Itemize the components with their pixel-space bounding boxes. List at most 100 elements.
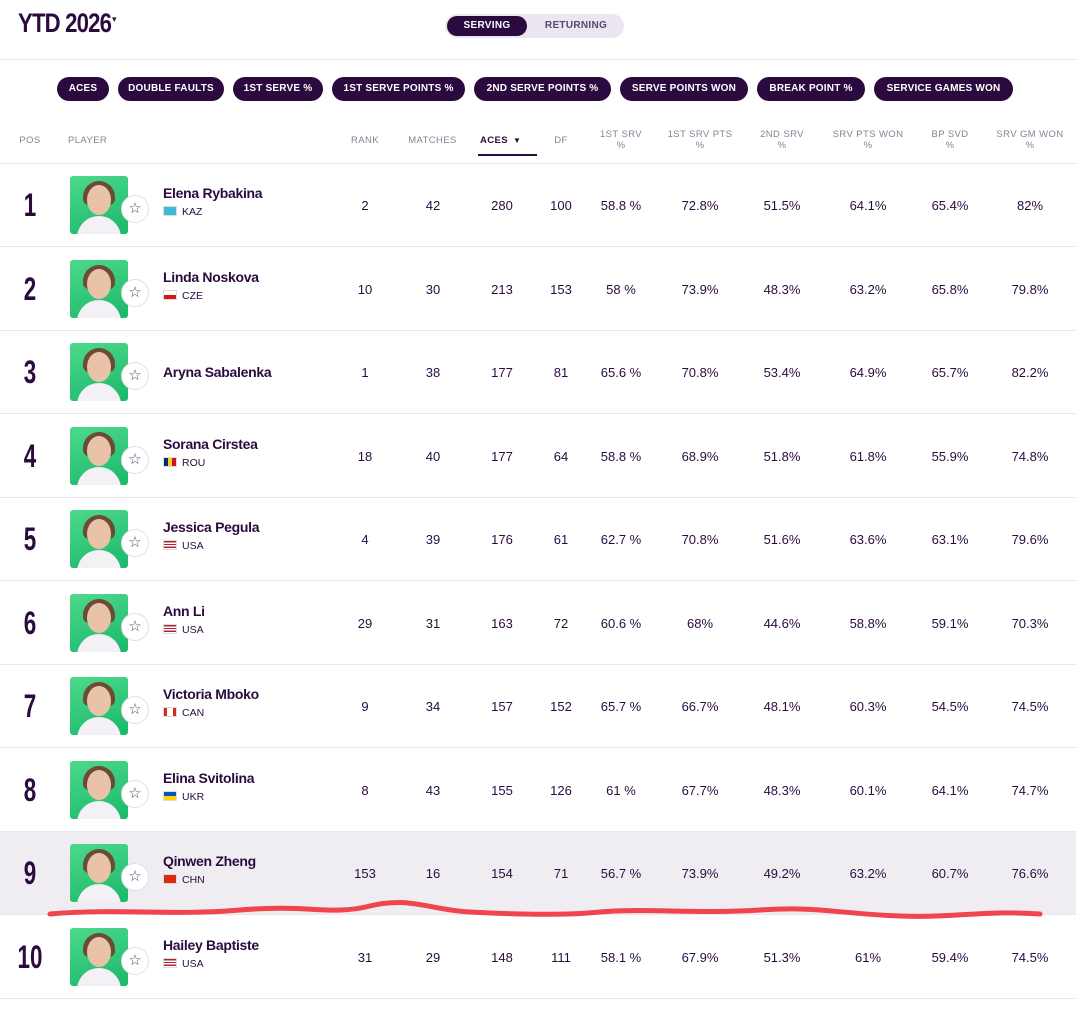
cell-df: 71 bbox=[553, 866, 569, 881]
cell-matches: 34 bbox=[425, 699, 441, 714]
cell-first-srv: 61 % bbox=[606, 782, 636, 798]
country-code: USA bbox=[182, 957, 204, 970]
chip-1st-serve[interactable]: 1ST SERVE % bbox=[233, 77, 323, 101]
cell-first-srv: 62.7 % bbox=[600, 532, 642, 547]
cell-second-srv: 44.6% bbox=[763, 615, 801, 631]
avatar[interactable] bbox=[70, 176, 128, 234]
player-name[interactable]: Aryna Sabalenka bbox=[163, 364, 272, 380]
player-country: UKR bbox=[163, 790, 204, 805]
col-1st-srv-pts[interactable]: 1ST SRV PTS% bbox=[655, 129, 745, 151]
avatar[interactable] bbox=[70, 844, 128, 902]
star-icon[interactable]: ☆ bbox=[121, 195, 149, 223]
cell-first-srv: 65.6 % bbox=[600, 365, 642, 380]
player-name[interactable]: Hailey Baptiste bbox=[163, 936, 259, 953]
cell-rank: 153 bbox=[354, 866, 376, 881]
player-name[interactable]: Victoria Mboko bbox=[163, 686, 259, 702]
cell-aces: 148 bbox=[491, 949, 513, 965]
cell-df: 100 bbox=[550, 198, 572, 213]
col-srv-pts-won-unit: % bbox=[863, 140, 873, 151]
star-icon[interactable]: ☆ bbox=[121, 696, 149, 724]
table-row[interactable]: 7 ☆ Victoria Mboko CAN 9 34 157 152 65.7 % 66.7% 4… bbox=[0, 665, 1076, 748]
cell-first-srv-pts: 73.9% bbox=[681, 281, 719, 297]
star-icon[interactable]: ☆ bbox=[121, 863, 149, 891]
chip-break-point[interactable]: BREAK POINT % bbox=[757, 77, 865, 101]
player-name[interactable]: Qinwen Zheng bbox=[163, 853, 256, 869]
col-df[interactable]: DF bbox=[554, 135, 568, 146]
cell-matches: 29 bbox=[425, 949, 441, 965]
cell-bp-svd: 59.1% bbox=[931, 615, 969, 631]
player-name[interactable]: Ann Li bbox=[163, 602, 205, 619]
col-srv-pts-won[interactable]: SRV PTS WON% bbox=[825, 129, 911, 151]
chip-double-faults[interactable]: DOUBLE FAULTS bbox=[118, 77, 224, 101]
player-name[interactable]: Linda Noskova bbox=[163, 268, 259, 285]
chip-aces[interactable]: ACES bbox=[57, 77, 109, 101]
avatar[interactable] bbox=[70, 343, 128, 401]
col-2nd-srv[interactable]: 2ND SRV% bbox=[745, 129, 819, 151]
cell-bp-svd: 60.7% bbox=[931, 866, 969, 881]
chip-2nd-serve-points[interactable]: 2ND SERVE POINTS % bbox=[474, 77, 611, 101]
avatar[interactable] bbox=[70, 259, 128, 318]
col-rank[interactable]: RANK bbox=[351, 135, 379, 146]
table-row[interactable]: 4 ☆ Sorana Cirstea ROU 18 40 177 64 58.8 % 68.9% 5… bbox=[0, 415, 1076, 498]
table-row[interactable]: 1 ☆ Elena Rybakina KAZ 2 42 280 100 58.8 % 72.8% 5… bbox=[0, 164, 1076, 247]
chip-1st-serve-points[interactable]: 1ST SERVE POINTS % bbox=[332, 77, 465, 101]
position-number: 1 bbox=[23, 187, 37, 223]
table-row[interactable]: 3 ☆ Aryna Sabalenka 1 38 177 81 65.6 % 70.8% 53.4… bbox=[0, 331, 1076, 414]
tab-serving[interactable]: SERVING bbox=[447, 16, 527, 36]
star-icon[interactable]: ☆ bbox=[121, 612, 149, 641]
player-name[interactable]: Elena Rybakina bbox=[163, 185, 263, 201]
col-1st-srv-unit: % bbox=[616, 140, 626, 151]
table-row[interactable]: 6 ☆ Ann Li USA 29 31 163 72 60.6 % 68% 44.6% 58.8% 5… bbox=[0, 582, 1076, 665]
chevron-down-icon[interactable]: ▾ bbox=[112, 14, 117, 24]
cell-srv-gm-won: 74.8% bbox=[1011, 448, 1049, 464]
chip-service-games-won[interactable]: SERVICE GAMES WON bbox=[874, 77, 1013, 101]
cell-matches: 16 bbox=[425, 866, 441, 881]
cell-first-srv: 58.8 % bbox=[600, 448, 642, 464]
table-row[interactable]: 9 ☆ Qinwen Zheng CHN 153 16 154 71 56.7 % 73.9% 49… bbox=[0, 832, 1076, 915]
avatar[interactable] bbox=[70, 760, 128, 819]
cell-matches: 42 bbox=[425, 198, 441, 213]
star-icon[interactable]: ☆ bbox=[121, 779, 149, 808]
avatar[interactable] bbox=[70, 927, 128, 986]
col-1st-srv-pts-label: 1ST SRV PTS bbox=[667, 129, 733, 140]
position-number: 3 bbox=[23, 354, 37, 390]
player-name[interactable]: Elina Svitolina bbox=[163, 769, 255, 786]
chip-serve-points-won[interactable]: SERVE POINTS WON bbox=[620, 77, 748, 101]
star-icon[interactable]: ☆ bbox=[121, 278, 149, 307]
star-icon[interactable]: ☆ bbox=[121, 529, 149, 557]
cell-rank: 4 bbox=[361, 532, 369, 547]
table-row[interactable]: 10 ☆ Hailey Baptiste USA 31 29 148 111 58.1 % 67.… bbox=[0, 916, 1076, 999]
cell-first-srv: 56.7 % bbox=[600, 866, 642, 881]
player-name[interactable]: Sorana Cirstea bbox=[163, 435, 258, 452]
period-selector[interactable]: YTD 2026 bbox=[18, 8, 112, 38]
avatar[interactable] bbox=[70, 677, 128, 735]
col-1st-srv[interactable]: 1ST SRV% bbox=[586, 129, 656, 151]
avatar[interactable] bbox=[70, 426, 128, 485]
col-bp-svd[interactable]: BP SVD% bbox=[915, 129, 985, 151]
star-icon[interactable]: ☆ bbox=[121, 445, 149, 474]
table-row[interactable]: 8 ☆ Elina Svitolina UKR 8 43 155 126 61 % 67.7% 48… bbox=[0, 749, 1076, 832]
top-bar: YTD 2026 ▾ SERVING RETURNING bbox=[0, 0, 1076, 60]
cell-first-srv-pts: 70.8% bbox=[681, 365, 719, 380]
table-row[interactable]: 2 ☆ Linda Noskova CZE 10 30 213 153 58 % 73.9% 48.… bbox=[0, 248, 1076, 331]
cell-rank: 2 bbox=[361, 198, 369, 213]
table-row[interactable]: 5 ☆ Jessica Pegula USA 4 39 176 61 62.7 % 70.8% 51… bbox=[0, 498, 1076, 581]
col-matches[interactable]: MATCHES bbox=[408, 135, 457, 146]
star-icon[interactable]: ☆ bbox=[121, 946, 149, 975]
col-srv-gm-won[interactable]: SRV GM WON% bbox=[990, 129, 1070, 151]
cell-srv-gm-won: 79.6% bbox=[1011, 532, 1049, 547]
player-country: KAZ bbox=[163, 206, 202, 220]
cell-first-srv-pts: 67.7% bbox=[681, 782, 719, 798]
star-icon[interactable]: ☆ bbox=[121, 362, 149, 390]
cell-first-srv-pts: 66.7% bbox=[681, 699, 719, 714]
avatar[interactable] bbox=[70, 510, 128, 568]
cell-second-srv: 48.3% bbox=[763, 782, 801, 798]
avatar[interactable] bbox=[70, 593, 128, 652]
player-name[interactable]: Jessica Pegula bbox=[163, 519, 260, 535]
flag-icon bbox=[163, 456, 177, 467]
player-country: USA bbox=[163, 957, 204, 972]
col-aces[interactable]: ACES ▼ bbox=[478, 135, 538, 156]
cell-srv-gm-won: 74.5% bbox=[1011, 949, 1049, 965]
tab-returning[interactable]: RETURNING bbox=[544, 20, 608, 31]
cell-rank: 18 bbox=[357, 448, 373, 464]
